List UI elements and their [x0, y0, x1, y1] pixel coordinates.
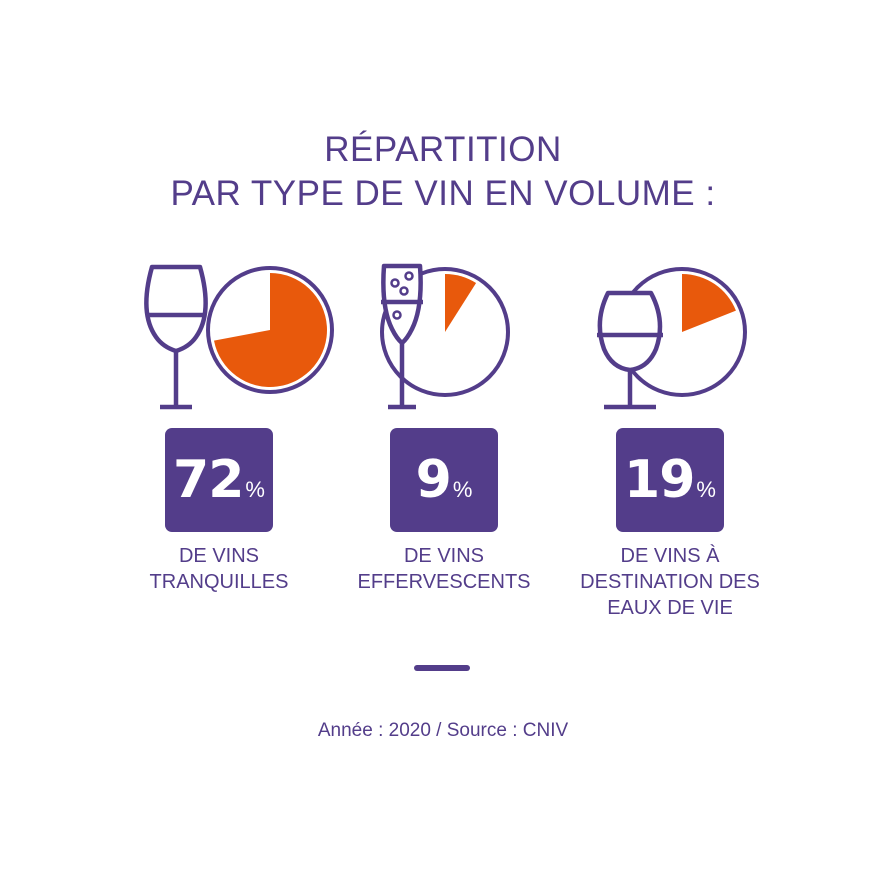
divider — [414, 665, 470, 671]
value-badge-eaux-de-vie: 19% — [616, 428, 724, 532]
wine-glass-icon — [144, 264, 334, 410]
title-line-2: PAR TYPE DE VIN EN VOLUME : — [170, 174, 716, 213]
bubble — [404, 271, 414, 281]
pie-track-tranquilles — [206, 266, 334, 394]
label-tranquilles: DE VINS TRANQUILLES — [99, 543, 339, 595]
stat-tranquilles: 72% DE VINS TRANQUILLES — [99, 255, 339, 635]
value-badge-effervescents: 9% — [390, 428, 498, 532]
bubble — [392, 310, 402, 320]
snifter-bowl — [597, 290, 663, 373]
label-line: DE VINS À — [620, 545, 720, 567]
percent-sign: % — [696, 477, 716, 502]
chart-title: RÉPARTITION PAR TYPE DE VIN EN VOLUME : — [0, 128, 886, 216]
percent-sign: % — [245, 477, 265, 502]
value-badge-tranquilles: 72% — [165, 428, 273, 532]
flute-bowl — [381, 263, 423, 346]
stat-eaux-de-vie: 19% DE VINS À DESTINATION DES EAUX DE VI… — [550, 255, 790, 635]
label-line: EAUX DE VIE — [607, 597, 733, 619]
title-line-1: RÉPARTITION — [324, 130, 562, 169]
label-line: TRANQUILLES — [149, 571, 289, 593]
value-eaux-de-vie: 19 — [624, 450, 695, 510]
label-line: EFFERVESCENTS — [357, 571, 531, 593]
label-line: DE VINS — [403, 545, 485, 567]
value-tranquilles: 72 — [173, 450, 244, 510]
bubble — [390, 278, 400, 288]
stat-effervescents: 9% DE VINS EFFERVESCENTS — [324, 255, 564, 635]
label-line: DE VINS — [178, 545, 260, 567]
pie-track-effervescents — [380, 267, 510, 397]
label-effervescents: DE VINS EFFERVESCENTS — [324, 543, 564, 595]
wine-glass-bowl — [144, 264, 208, 354]
percent-sign: % — [452, 477, 473, 502]
label-line: DESTINATION DES — [580, 571, 760, 593]
pie-slice-eaux-de-vie — [682, 274, 736, 332]
pie-slice-effervescents — [445, 274, 477, 332]
champagne-flute-icon — [380, 263, 510, 410]
bubble — [399, 286, 409, 296]
source-note: Année : 2020 / Source : CNIV — [317, 720, 569, 741]
brandy-snifter-icon — [597, 267, 747, 410]
pie-slice-tranquilles — [214, 273, 328, 387]
label-eaux-de-vie: DE VINS À DESTINATION DES EAUX DE VIE — [550, 543, 790, 621]
value-effervescents: 9 — [415, 450, 452, 510]
